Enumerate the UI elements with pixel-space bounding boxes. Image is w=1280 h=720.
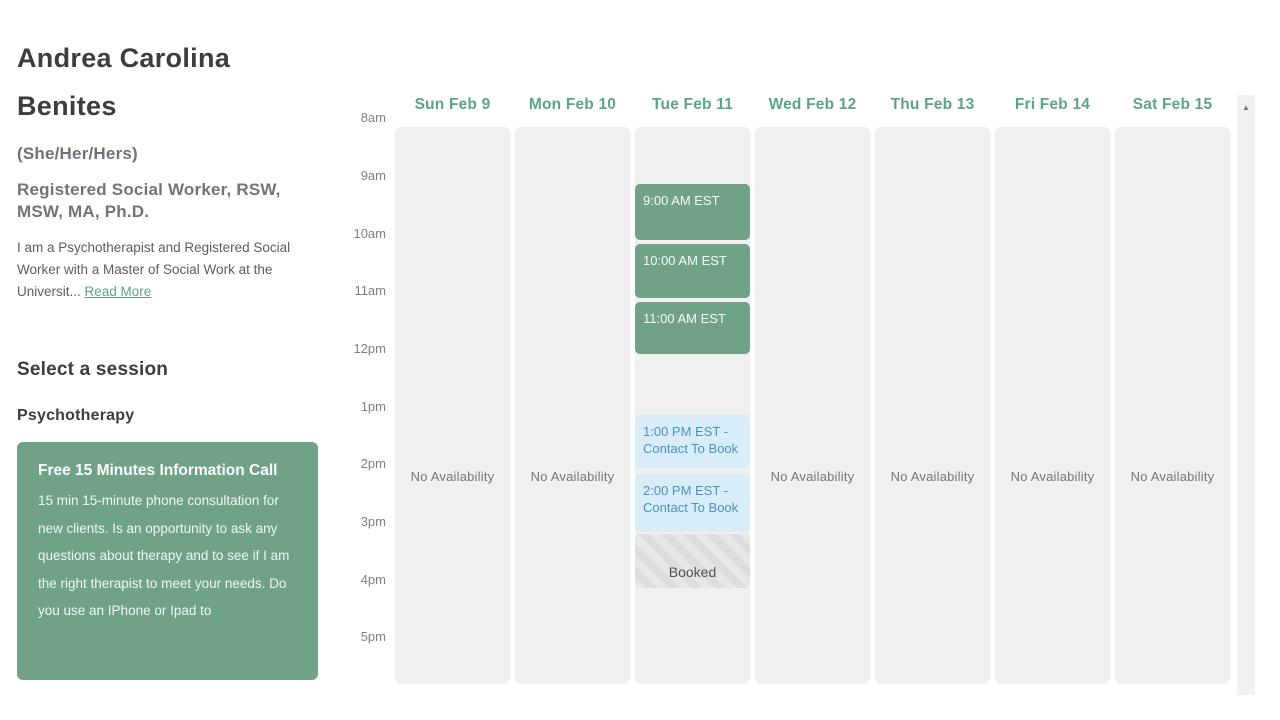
time-label-2pm: 2pm	[360, 456, 386, 471]
day-body: No Availability	[1115, 127, 1230, 684]
scroll-up-icon[interactable]: ▲	[1242, 103, 1250, 112]
slot-contact-1pm[interactable]: 1:00 PM EST - Contact To Book	[635, 415, 750, 468]
time-label-4pm: 4pm	[360, 572, 386, 587]
day-column-tue-feb-11: Tue Feb 11 9:00 AM EST 10:00 AM EST 11:0…	[635, 90, 750, 684]
time-label-8am: 8am	[360, 110, 386, 125]
slot-available-9am[interactable]: 9:00 AM EST	[635, 184, 750, 240]
day-body: No Availability	[875, 127, 990, 684]
bio-text: I am a Psychotherapist and Registered So…	[17, 240, 291, 299]
day-body: No Availability	[995, 127, 1110, 684]
no-availability-label: No Availability	[1010, 469, 1095, 484]
day-column-mon-feb-10: Mon Feb 10 No Availability	[515, 90, 630, 684]
day-column-wed-feb-12: Wed Feb 12 No Availability	[755, 90, 870, 684]
time-label-10am: 10am	[353, 226, 386, 241]
day-header: Fri Feb 14	[1014, 96, 1091, 113]
slot-contact-2pm[interactable]: 2:00 PM EST - Contact To Book	[635, 474, 750, 532]
day-column-thu-feb-13: Thu Feb 13 No Availability	[875, 90, 990, 684]
slot-booked: Booked	[635, 534, 750, 588]
day-header: Mon Feb 10	[528, 96, 617, 113]
day-header: Thu Feb 13	[890, 96, 975, 113]
day-header: Wed Feb 12	[768, 96, 857, 113]
time-label-5pm: 5pm	[360, 629, 386, 644]
session-card-description: 15 min 15-minute phone consultation for …	[38, 493, 290, 618]
day-body: 9:00 AM EST 10:00 AM EST 11:00 AM EST 1:…	[635, 127, 750, 684]
session-card[interactable]: Free 15 Minutes Information Call 15 min …	[17, 442, 318, 680]
time-label-9am: 9am	[360, 168, 386, 183]
day-header: Sat Feb 15	[1132, 96, 1213, 113]
no-availability-label: No Availability	[770, 469, 855, 484]
pronouns: (She/Her/Hers)	[17, 144, 138, 163]
day-body: No Availability	[755, 127, 870, 684]
day-column-sat-feb-15: Sat Feb 15 No Availability	[1115, 90, 1230, 684]
no-availability-label: No Availability	[410, 469, 495, 484]
day-header: Sun Feb 9	[414, 96, 491, 113]
time-label-12pm: 12pm	[353, 341, 386, 356]
day-body: No Availability	[515, 127, 630, 684]
no-availability-label: No Availability	[530, 469, 615, 484]
day-body: No Availability	[395, 127, 510, 684]
day-column-sun-feb-9: Sun Feb 9 No Availability	[395, 90, 510, 684]
no-availability-label: No Availability	[1130, 469, 1215, 484]
therapist-name: Andrea Carolina Benites	[17, 43, 231, 121]
calendar-scrollbar[interactable]: ▲	[1237, 95, 1255, 695]
bio: I am a Psychotherapist and Registered So…	[17, 237, 311, 303]
credentials: Registered Social Worker, RSW, MSW, MA, …	[17, 180, 281, 221]
day-header: Tue Feb 11	[652, 96, 733, 113]
availability-calendar: 8am 9am 10am 11am 12pm 1pm 2pm 3pm 4pm 5…	[340, 90, 1280, 720]
select-session-heading: Select a session	[17, 359, 169, 380]
time-label-3pm: 3pm	[360, 514, 386, 529]
time-label-1pm: 1pm	[360, 399, 386, 414]
read-more-link[interactable]: Read More	[84, 284, 152, 299]
no-availability-label: No Availability	[890, 469, 975, 484]
slot-available-10am[interactable]: 10:00 AM EST	[635, 244, 750, 298]
time-label-11am: 11am	[354, 283, 386, 298]
therapist-profile-panel: Andrea Carolina Benites (She/Her/Hers) R…	[0, 0, 340, 720]
session-category-heading: Psychotherapy	[17, 407, 135, 424]
slot-available-11am[interactable]: 11:00 AM EST	[635, 302, 750, 354]
day-column-fri-feb-14: Fri Feb 14 No Availability	[995, 90, 1110, 684]
session-card-title: Free 15 Minutes Information Call	[38, 462, 278, 479]
